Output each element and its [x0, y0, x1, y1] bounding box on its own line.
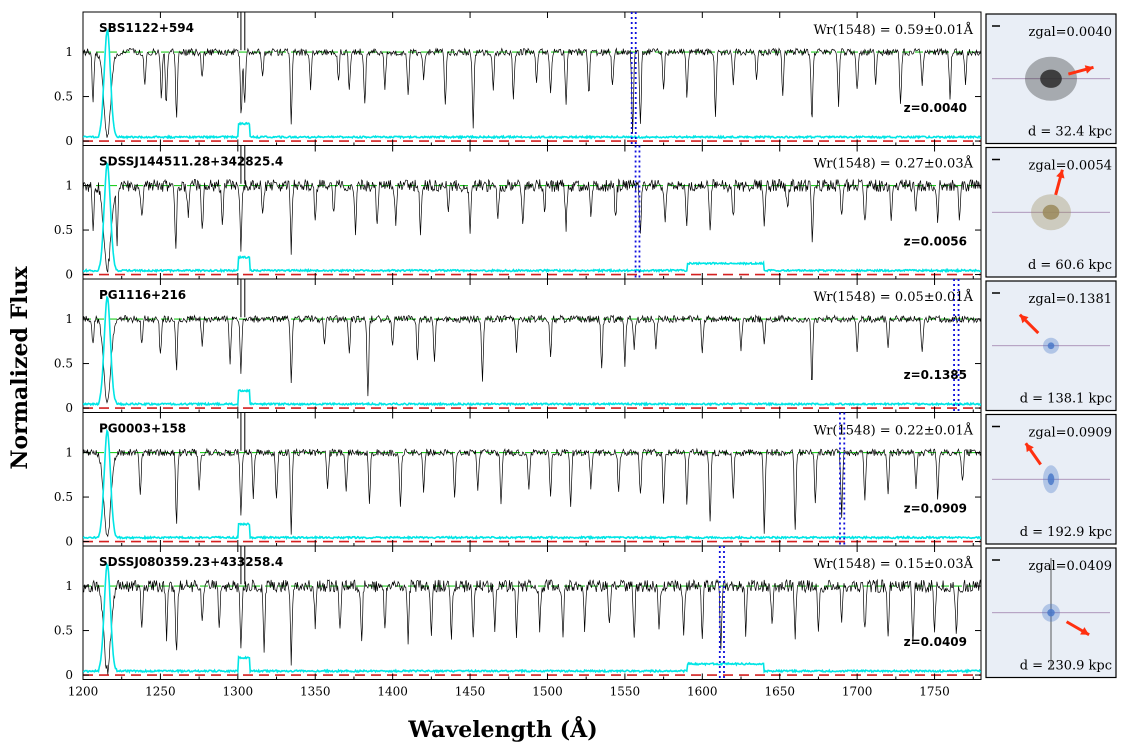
impact-parameter: d = 192.9 kpc — [1020, 525, 1112, 540]
equivalent-width-label: Wr(1548) = 0.27±0.03Å — [813, 156, 973, 172]
equivalent-width-label: Wr(1548) = 0.15±0.03Å — [813, 556, 973, 572]
galaxy-redshift: zgal=0.0909 — [1029, 426, 1112, 441]
y-tick-label: 0 — [65, 268, 73, 282]
error-spectrum — [83, 161, 981, 274]
flux-spectrum — [83, 178, 981, 273]
impact-parameter: d = 32.4 kpc — [1028, 125, 1112, 140]
x-tick-label: 1450 — [455, 685, 486, 699]
spectrum-panel: 0 0.5 1 PG1116+216 z=0.1385 Wr(1548) = 0.05±0… — [54, 278, 982, 415]
y-tick-label: 0 — [65, 134, 73, 148]
galaxy-thumbnail: zgal=0.0054 d = 60.6 kpc — [985, 146, 1117, 278]
spectra-panels: 0 0.5 1 SBS1122+594 z=0.0040 Wr(1548) = 0.59±… — [54, 11, 982, 682]
sightline-name: PG0003+158 — [99, 422, 186, 436]
sightline-name: SDSSJ080359.23+433258.4 — [99, 555, 283, 569]
x-tick-label: 1600 — [687, 685, 718, 699]
flux-spectrum — [83, 47, 981, 138]
arrow-head — [1056, 169, 1065, 179]
panel-frame — [82, 412, 982, 547]
x-tick-label: 1550 — [610, 685, 641, 699]
panel-frame — [82, 11, 982, 146]
redshift-label: z=0.0909 — [904, 502, 967, 516]
panel-frame — [82, 545, 982, 680]
y-axis-title: Normalized Flux — [7, 265, 33, 469]
x-tick-label: 1200 — [68, 685, 99, 699]
spectrum-panel: 0 0.5 1 PG0003+158 z=0.0909 Wr(1548) = 0.22±0… — [54, 412, 982, 549]
y-tick-label: 1 — [65, 179, 73, 193]
panel-frame — [82, 278, 982, 413]
galaxy-redshift: zgal=0.1381 — [1029, 292, 1112, 307]
flux-spectrum — [83, 447, 981, 538]
y-tick-label: 1 — [65, 312, 73, 326]
galaxy-thumbnail: zgal=0.0040 d = 32.4 kpc — [985, 13, 1117, 145]
galaxy-core — [1047, 473, 1055, 486]
impact-parameter: d = 230.9 kpc — [1020, 659, 1112, 674]
impact-parameter: d = 60.6 kpc — [1028, 258, 1112, 273]
spectrum-panel: 0 0.5 1 SDSSJ144511.28+342825.4 z=0.0056 Wr(1… — [54, 145, 982, 282]
arrow-head — [1084, 65, 1094, 74]
error-spectrum — [83, 562, 981, 675]
sightline-name: SDSSJ144511.28+342825.4 — [99, 155, 283, 169]
y-tick-label: 0.5 — [54, 490, 73, 504]
arrow-head — [1025, 443, 1034, 453]
x-tick-label: 1250 — [145, 685, 176, 699]
y-tick-label: 1 — [65, 446, 73, 460]
redshift-label: z=0.1385 — [904, 368, 967, 382]
arrow-head — [1019, 314, 1029, 324]
y-tick-label: 0 — [65, 401, 73, 415]
error-spectrum — [83, 428, 981, 541]
flux-spectrum — [83, 314, 981, 404]
error-spectrum — [83, 295, 981, 407]
galaxy-core — [1047, 342, 1055, 350]
galaxy-core — [1042, 204, 1060, 220]
panel-frame — [82, 145, 982, 280]
impact-parameter: d = 138.1 kpc — [1020, 392, 1112, 407]
galaxy-redshift: zgal=0.0040 — [1029, 25, 1112, 40]
galaxy-redshift: zgal=0.0409 — [1029, 559, 1112, 574]
redshift-label: z=0.0056 — [904, 235, 967, 249]
x-tick-label: 1700 — [842, 685, 873, 699]
equivalent-width-label: Wr(1548) = 0.59±0.01Å — [813, 22, 973, 38]
galaxy-thumbnail: zgal=0.0909 d = 192.9 kpc — [985, 413, 1117, 545]
redshift-label: z=0.0040 — [904, 101, 967, 115]
spectrum-panel: 0 0.5 1 SDSSJ080359.23+433258.4 z=0.0409 Wr(1… — [54, 545, 982, 682]
x-axis-title: Wavelength (Å) — [407, 716, 597, 743]
y-tick-label: 0.5 — [54, 90, 73, 104]
sightline-name: SBS1122+594 — [99, 21, 194, 35]
galaxy-thumbnail: zgal=0.1381 d = 138.1 kpc — [985, 280, 1117, 412]
sightline-name: PG1116+216 — [99, 288, 186, 302]
flux-spectrum — [83, 578, 981, 675]
equivalent-width-label: Wr(1548) = 0.05±0.01Å — [813, 289, 973, 305]
error-spectrum — [83, 28, 981, 140]
y-tick-label: 0.5 — [54, 624, 73, 638]
x-tick-label: 1750 — [919, 685, 950, 699]
x-tick-label: 1500 — [532, 685, 563, 699]
galaxy-thumbnail: zgal=0.0409 d = 230.9 kpc — [985, 547, 1117, 679]
x-tick-label: 1650 — [764, 685, 795, 699]
y-tick-label: 0.5 — [54, 357, 73, 371]
redshift-label: z=0.0409 — [904, 635, 967, 649]
x-tick-label: 1400 — [377, 685, 408, 699]
equivalent-width-label: Wr(1548) = 0.22±0.01Å — [813, 423, 973, 439]
y-tick-label: 0 — [65, 535, 73, 549]
galaxy-redshift: zgal=0.0054 — [1029, 159, 1112, 174]
y-tick-label: 0.5 — [54, 223, 73, 237]
galaxy-core — [1047, 609, 1055, 617]
galaxy-core — [1040, 69, 1062, 88]
x-axis: 1200 1250 1300 1350 1400 1450 1500 1550 1600 1650… — [68, 685, 950, 699]
y-tick-label: 0 — [65, 668, 73, 682]
y-tick-label: 1 — [65, 579, 73, 593]
y-tick-label: 1 — [65, 45, 73, 59]
arrow-head — [1080, 627, 1090, 635]
galaxy-thumbnails: zgal=0.0040 d = 32.4 kpc zgal=0.0054 d = 60… — [985, 13, 1117, 679]
spectrum-panel: 0 0.5 1 SBS1122+594 z=0.0040 Wr(1548) = 0.59±… — [54, 11, 982, 148]
x-tick-label: 1300 — [223, 685, 254, 699]
x-tick-label: 1350 — [300, 685, 331, 699]
